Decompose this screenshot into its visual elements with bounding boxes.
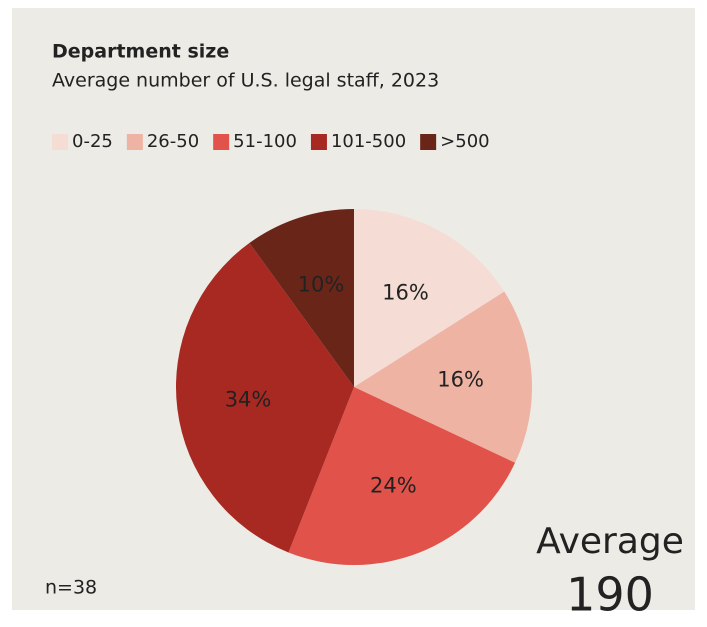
legend-swatch <box>126 134 143 150</box>
average-value: 190 <box>566 568 654 622</box>
note: n=38 <box>45 577 97 599</box>
legend-label: 26-50 <box>147 131 199 152</box>
chart-subtitle: Average number of U.S. legal staff, 2023 <box>52 70 439 92</box>
legend-label: >500 <box>440 131 489 152</box>
data-label: 16% <box>437 367 484 391</box>
pie-slice <box>354 209 505 387</box>
legend-swatch <box>420 134 437 150</box>
pie-slice <box>175 242 354 553</box>
data-label: 24% <box>370 473 417 497</box>
pie-slice <box>288 387 516 566</box>
legend-swatch <box>310 134 327 150</box>
average-label: Average <box>536 521 684 562</box>
pie-slice <box>249 209 354 387</box>
legend-swatch <box>213 134 230 150</box>
chart-title: Department size <box>52 41 229 63</box>
legend-label: 0-25 <box>72 131 113 152</box>
data-label: 10% <box>298 272 345 296</box>
data-label: 34% <box>225 387 272 411</box>
data-label: 16% <box>382 280 429 304</box>
legend-label: 51-100 <box>233 131 297 152</box>
legend-swatch <box>52 134 68 150</box>
legend-label: 101-500 <box>331 131 406 152</box>
pie-slice <box>354 291 532 463</box>
